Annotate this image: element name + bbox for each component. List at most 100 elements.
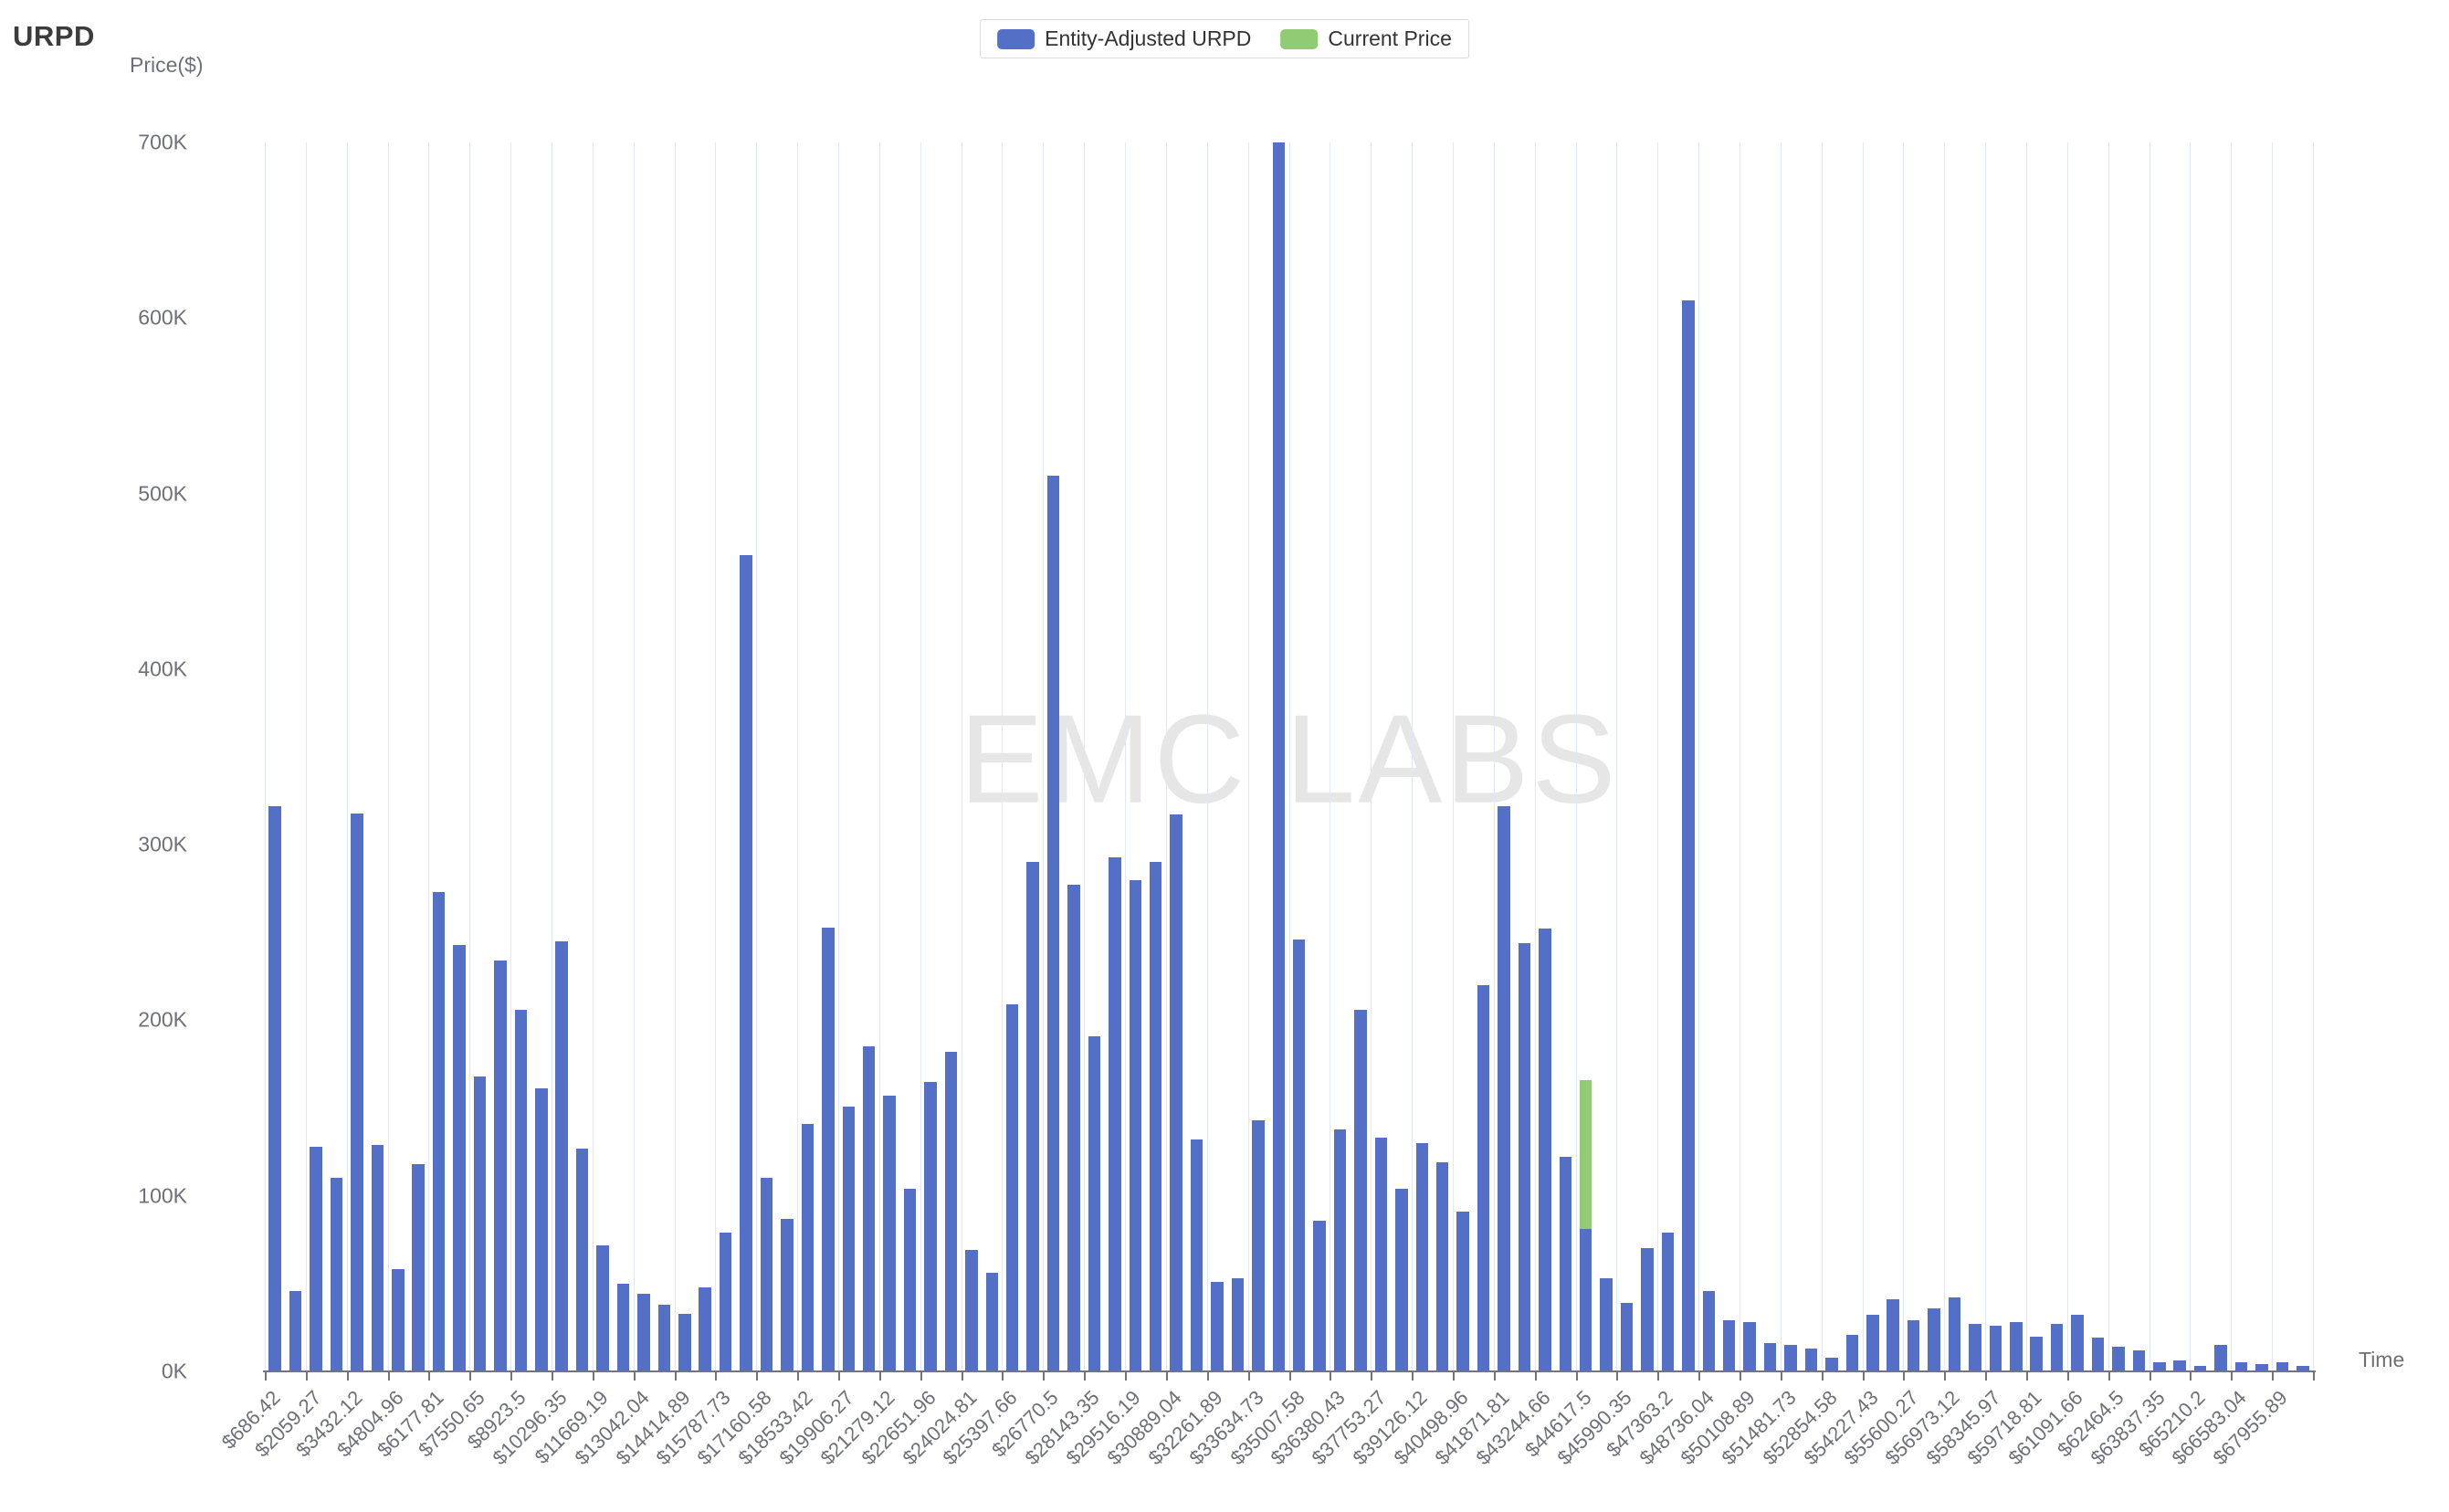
urpd-bar[interactable] <box>1907 1320 1920 1371</box>
urpd-bar[interactable] <box>862 1046 876 1371</box>
urpd-bar[interactable] <box>657 1304 671 1371</box>
urpd-bar[interactable] <box>1415 1143 1429 1371</box>
urpd-bar[interactable] <box>678 1313 691 1371</box>
urpd-bar[interactable] <box>1129 879 1142 1371</box>
urpd-bar[interactable] <box>1661 1233 1675 1371</box>
urpd-bar[interactable] <box>1498 805 1510 1371</box>
urpd-bar[interactable] <box>2193 1366 2207 1371</box>
urpd-bar[interactable] <box>1026 862 1039 1371</box>
urpd-bar[interactable] <box>2010 1322 2023 1371</box>
urpd-bar[interactable] <box>903 1189 917 1371</box>
urpd-bar[interactable] <box>514 1009 528 1371</box>
urpd-bar[interactable] <box>1333 1129 1347 1371</box>
urpd-bar[interactable] <box>1435 1162 1449 1371</box>
legend-item-entity-adjusted-urpd[interactable]: Entity-Adjusted URPD <box>997 26 1251 51</box>
urpd-bar[interactable] <box>1354 1009 1367 1371</box>
urpd-bar[interactable] <box>1395 1189 1408 1371</box>
urpd-bar[interactable] <box>2234 1362 2248 1371</box>
urpd-bar[interactable] <box>2112 1347 2125 1371</box>
urpd-bar[interactable] <box>2153 1362 2166 1371</box>
urpd-bar[interactable] <box>760 1178 773 1371</box>
urpd-bar[interactable] <box>1804 1349 1818 1371</box>
urpd-bar[interactable] <box>1559 1157 1572 1371</box>
urpd-bar[interactable] <box>1702 1290 1716 1371</box>
urpd-bar[interactable] <box>494 961 507 1371</box>
urpd-bar[interactable] <box>289 1290 302 1371</box>
urpd-bar[interactable] <box>1763 1343 1777 1371</box>
urpd-bar[interactable] <box>1682 300 1695 1371</box>
urpd-bar[interactable] <box>2132 1349 2146 1371</box>
urpd-bar[interactable] <box>2214 1345 2227 1371</box>
urpd-bar[interactable] <box>637 1294 650 1371</box>
urpd-bar[interactable] <box>985 1273 998 1371</box>
urpd-bar[interactable] <box>801 1123 815 1371</box>
urpd-bar[interactable] <box>1272 142 1286 1371</box>
urpd-bar[interactable] <box>699 1286 711 1371</box>
urpd-bar[interactable] <box>1313 1220 1326 1371</box>
urpd-bar[interactable] <box>1579 1229 1592 1371</box>
urpd-bar[interactable] <box>822 927 835 1371</box>
urpd-bar[interactable] <box>883 1096 896 1371</box>
urpd-bar[interactable] <box>453 944 466 1371</box>
urpd-bar[interactable] <box>2297 1366 2309 1371</box>
urpd-bar[interactable] <box>740 554 752 1371</box>
urpd-bar[interactable] <box>351 813 363 1371</box>
urpd-bar[interactable] <box>1067 885 1080 1371</box>
urpd-bar[interactable] <box>2050 1324 2064 1371</box>
urpd-bar[interactable] <box>944 1052 958 1371</box>
urpd-bar[interactable] <box>1231 1278 1245 1371</box>
urpd-bar[interactable] <box>1149 862 1162 1371</box>
urpd-bar[interactable] <box>1109 856 1121 1371</box>
urpd-bar[interactable] <box>781 1218 794 1371</box>
urpd-bar[interactable] <box>1866 1315 1879 1371</box>
urpd-bar[interactable] <box>1374 1138 1388 1371</box>
urpd-bar[interactable] <box>2071 1315 2084 1371</box>
urpd-bar[interactable] <box>392 1269 405 1371</box>
urpd-bar[interactable] <box>616 1283 630 1371</box>
urpd-bar[interactable] <box>2173 1360 2186 1371</box>
urpd-bar[interactable] <box>1845 1334 1859 1371</box>
urpd-bar[interactable] <box>1518 942 1531 1371</box>
urpd-bar[interactable] <box>1825 1357 1838 1371</box>
urpd-bar[interactable] <box>1170 814 1182 1371</box>
urpd-bar[interactable] <box>1046 476 1060 1371</box>
urpd-bar[interactable] <box>330 1178 343 1371</box>
urpd-bar[interactable] <box>1600 1278 1613 1371</box>
urpd-bar[interactable] <box>842 1106 855 1371</box>
urpd-bar[interactable] <box>371 1144 384 1371</box>
urpd-bar[interactable] <box>1620 1303 1634 1371</box>
urpd-bar[interactable] <box>924 1081 937 1371</box>
urpd-bar[interactable] <box>2091 1338 2105 1371</box>
urpd-bar[interactable] <box>1784 1345 1797 1371</box>
urpd-bar[interactable] <box>965 1250 978 1371</box>
urpd-bar[interactable] <box>1743 1322 1756 1371</box>
urpd-bar[interactable] <box>2276 1362 2289 1371</box>
urpd-bar[interactable] <box>432 892 446 1371</box>
urpd-bar[interactable] <box>575 1148 589 1371</box>
urpd-bar[interactable] <box>1641 1248 1654 1371</box>
urpd-bar[interactable] <box>1211 1281 1224 1371</box>
urpd-bar[interactable] <box>310 1146 322 1371</box>
urpd-bar[interactable] <box>1539 929 1551 1371</box>
urpd-bar[interactable] <box>1948 1297 1961 1371</box>
current-price-bar[interactable] <box>1579 1079 1592 1230</box>
urpd-bar[interactable] <box>1252 1120 1265 1371</box>
urpd-bar[interactable] <box>1969 1324 1981 1371</box>
urpd-bar[interactable] <box>1928 1307 1940 1371</box>
urpd-bar[interactable] <box>719 1233 732 1371</box>
urpd-bar[interactable] <box>412 1164 425 1371</box>
urpd-bar[interactable] <box>1722 1320 1736 1371</box>
urpd-bar[interactable] <box>555 940 568 1371</box>
urpd-bar[interactable] <box>596 1244 609 1371</box>
urpd-bar[interactable] <box>1005 1004 1019 1371</box>
urpd-bar[interactable] <box>1292 939 1306 1371</box>
urpd-bar[interactable] <box>1989 1326 2002 1371</box>
urpd-bar[interactable] <box>268 805 281 1371</box>
legend-item-current-price[interactable]: Current Price <box>1280 26 1452 51</box>
urpd-bar[interactable] <box>2030 1336 2043 1371</box>
urpd-bar[interactable] <box>1887 1299 1899 1371</box>
urpd-bar[interactable] <box>1456 1212 1469 1371</box>
urpd-bar[interactable] <box>2255 1364 2268 1371</box>
urpd-bar[interactable] <box>1477 984 1490 1371</box>
urpd-bar[interactable] <box>473 1076 487 1371</box>
